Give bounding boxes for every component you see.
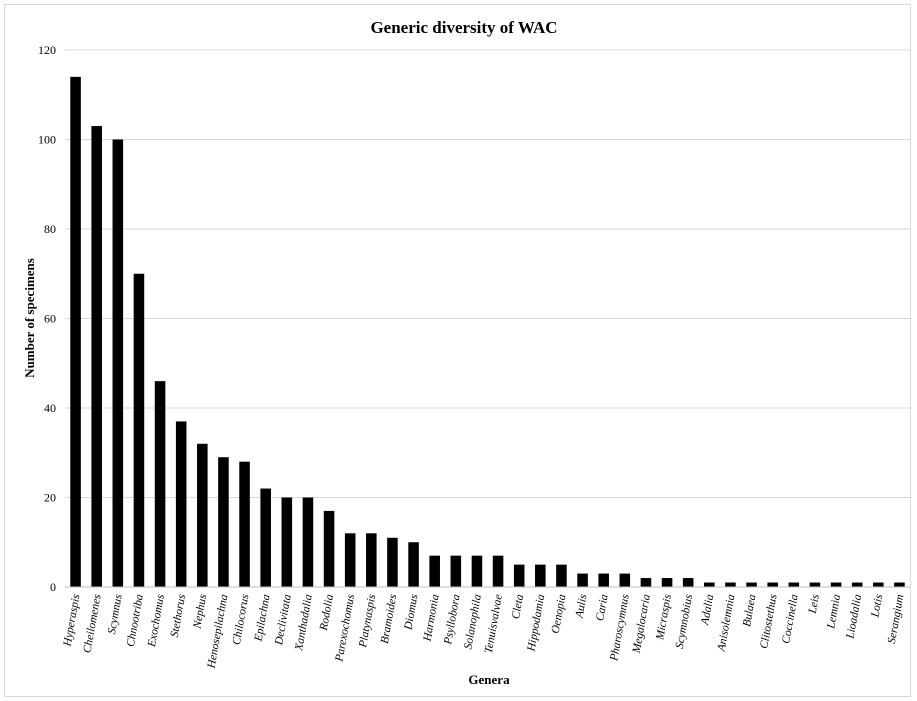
x-category-label: Megalocaria — [631, 593, 653, 655]
y-tick-label: 40 — [44, 401, 56, 415]
chart-title: Generic diversity of WAC — [370, 18, 557, 37]
x-category-label: Tenuisvalvae — [483, 593, 505, 654]
x-category-label: Caria — [594, 593, 611, 622]
x-category-label: Chilocorus — [231, 593, 252, 646]
bar-lemnia — [830, 582, 842, 587]
bar-scymnus — [112, 139, 124, 587]
x-category-label: Hippodamia — [525, 593, 547, 653]
bar-serangium — [894, 582, 905, 587]
bar-harmonia — [429, 555, 440, 587]
x-category-label: Nephus — [191, 593, 209, 631]
bar-leis — [809, 582, 821, 587]
x-category-label: Solanophila — [462, 593, 484, 650]
bar-megalocaria — [640, 578, 652, 587]
y-axis-ticks: 0 20 40 60 80 100 120 — [38, 43, 56, 594]
bar-oenopia — [556, 564, 567, 587]
bar-lotis — [873, 582, 884, 587]
x-category-label: Rodolia — [318, 593, 336, 632]
x-category-label: Epilachna — [252, 593, 272, 643]
bar-cheilomenes — [91, 126, 102, 587]
bar-diomus — [408, 542, 419, 587]
y-axis-title: Number of specimens — [22, 258, 37, 378]
bar-bramoides — [387, 537, 398, 587]
bar-stethorus — [175, 421, 187, 587]
bar-pharoscymnus — [619, 573, 631, 587]
bar-platynaspis — [366, 533, 377, 587]
x-category-label: Scymnobius — [674, 593, 695, 650]
x-category-label: Diomus — [402, 593, 420, 632]
x-category-label: Serangium — [886, 593, 906, 644]
x-category-label: Harmonia — [421, 593, 441, 643]
x-category-label: Cleta — [510, 593, 526, 620]
x-category-label: Psyllobora — [442, 593, 463, 646]
bar-tenuisvalvae — [492, 555, 504, 587]
y-tick-label: 120 — [38, 43, 56, 57]
bar-adalia — [704, 582, 715, 587]
x-category-label: Hyperaspis — [61, 593, 82, 648]
bar-chilocorus — [239, 461, 250, 587]
x-category-label: Micraspis — [654, 593, 674, 642]
bar-hippodamia — [535, 564, 546, 587]
bar-psyllobora — [450, 555, 462, 587]
x-category-label: Platynaspis — [357, 593, 378, 649]
x-category-label: Henosepilachna — [205, 593, 230, 670]
x-category-label: Pharoscymnus — [608, 593, 632, 663]
x-category-label: Stethorus — [169, 593, 188, 638]
x-category-label: Clitostethus — [758, 593, 779, 650]
bar-chnootriba — [133, 273, 145, 587]
bar-caria — [598, 573, 609, 587]
x-category-label: Aulis — [573, 593, 589, 620]
bar-declivitata — [281, 497, 293, 587]
bar-anisolemnia — [725, 582, 736, 587]
x-category-label: Bulaea — [741, 593, 759, 627]
bar-nephus — [197, 443, 208, 587]
bar-rodolia — [323, 510, 335, 587]
gridlines — [65, 49, 910, 588]
x-category-label: Lioadalia — [844, 593, 864, 640]
bar-henosepilachna — [218, 457, 229, 587]
bars — [70, 76, 905, 587]
y-tick-label: 80 — [44, 222, 56, 236]
bar-scymnobius — [682, 578, 694, 587]
x-category-label: Leis — [807, 593, 822, 615]
x-category-label: Oenopia — [550, 593, 569, 634]
x-category-label: Parexochomus — [333, 593, 357, 663]
bar-hyperaspis — [70, 76, 81, 587]
bar-cleta — [513, 564, 525, 587]
x-category-label: Adalia — [699, 593, 716, 627]
bar-micraspis — [661, 578, 673, 587]
y-tick-label: 60 — [44, 312, 56, 326]
y-tick-label: 0 — [50, 580, 56, 594]
bar-exochomus — [154, 381, 166, 587]
x-category-label: Exochomus — [146, 593, 167, 649]
x-category-label: Declivitata — [273, 593, 294, 647]
x-category-label: Scymnus — [106, 593, 125, 635]
y-tick-label: 100 — [38, 133, 56, 147]
x-category-label: Bramoides — [379, 593, 400, 645]
bar-xanthadalia — [302, 497, 314, 587]
bar-solanophila — [471, 555, 483, 587]
bar-coccinella — [788, 582, 800, 587]
x-category-label: Coccinella — [780, 593, 801, 644]
bar-bulaea — [746, 582, 757, 587]
y-tick-label: 20 — [44, 491, 56, 505]
x-category-label: Lotis — [869, 593, 885, 619]
bar-parexochomus — [344, 533, 356, 587]
bar-lioadalia — [851, 582, 863, 587]
x-category-label: Anisolemnia — [715, 593, 737, 653]
x-category-label: Cheilomenes — [82, 593, 104, 654]
x-category-label: Xanthadalia — [293, 593, 315, 652]
x-category-label: Lemnia — [825, 593, 843, 630]
bar-aulis — [577, 573, 588, 587]
x-category-label: Chnootriba — [125, 593, 146, 648]
x-axis-title: Genera — [468, 672, 510, 687]
bar-epilachna — [260, 488, 271, 587]
bar-clitostethus — [767, 582, 778, 587]
